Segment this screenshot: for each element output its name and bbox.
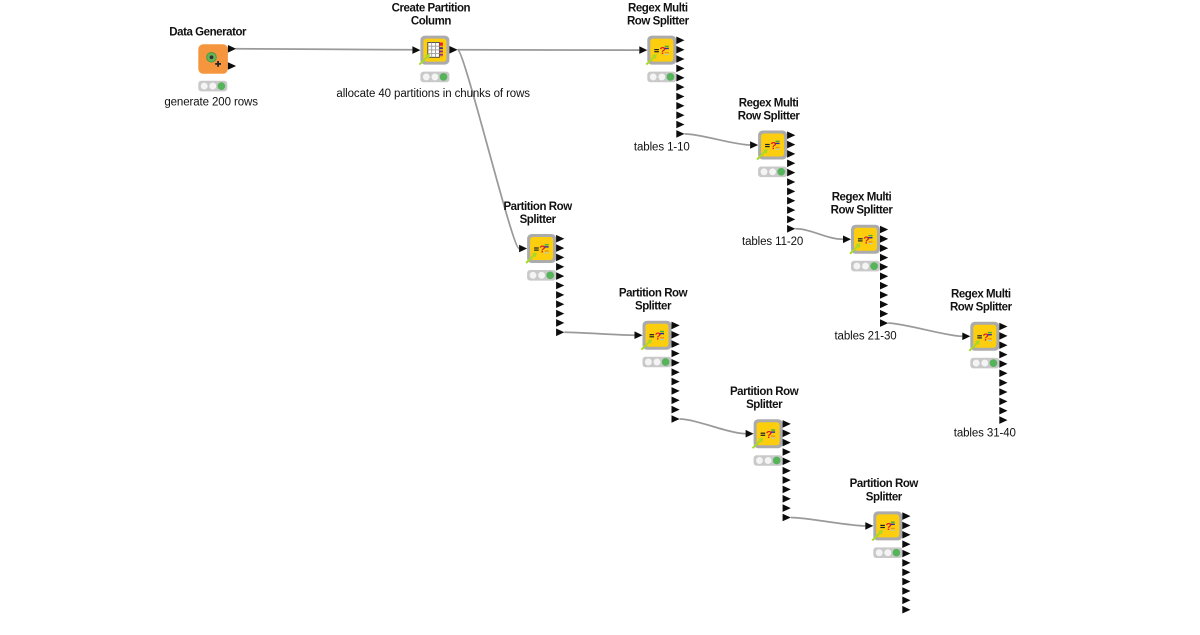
- svg-text:tables 1-10: tables 1-10: [634, 141, 690, 153]
- svg-text:Splitter: Splitter: [746, 399, 783, 411]
- svg-text:Regex Multi: Regex Multi: [951, 289, 1011, 301]
- svg-text:allocate 40 partitions in chun: allocate 40 partitions in chunks of rows: [336, 88, 530, 100]
- svg-text:Partition Row: Partition Row: [850, 478, 919, 490]
- svg-text:Create Partition: Create Partition: [392, 2, 471, 14]
- svg-text:Splitter: Splitter: [635, 301, 672, 313]
- svg-text:Row Splitter: Row Splitter: [627, 16, 690, 28]
- svg-text:Partition Row: Partition Row: [619, 288, 688, 300]
- svg-text:Column: Column: [411, 16, 452, 28]
- svg-text:generate 200 rows: generate 200 rows: [164, 97, 258, 109]
- svg-text:Partition Row: Partition Row: [730, 386, 799, 398]
- svg-text:Row Splitter: Row Splitter: [831, 205, 894, 217]
- svg-text:?: ?: [659, 45, 665, 57]
- svg-text:Regex Multi: Regex Multi: [739, 97, 799, 109]
- svg-text:?: ?: [770, 140, 776, 152]
- svg-text:Data Generator: Data Generator: [169, 26, 247, 38]
- svg-text:Partition Row: Partition Row: [503, 201, 572, 213]
- svg-text:Splitter: Splitter: [520, 214, 557, 226]
- svg-text:?: ?: [539, 244, 545, 256]
- svg-text:?: ?: [982, 331, 988, 343]
- svg-text:Splitter: Splitter: [866, 491, 903, 503]
- svg-text:tables 31-40: tables 31-40: [954, 428, 1016, 440]
- svg-text:?: ?: [766, 429, 772, 441]
- svg-text:Row Splitter: Row Splitter: [950, 302, 1013, 314]
- svg-text:tables 21-30: tables 21-30: [834, 331, 896, 343]
- svg-text:?: ?: [655, 330, 661, 342]
- svg-text:Row Splitter: Row Splitter: [738, 110, 801, 122]
- svg-text:Regex Multi: Regex Multi: [628, 2, 688, 14]
- svg-text:?: ?: [863, 234, 869, 246]
- svg-text:?: ?: [885, 521, 891, 533]
- svg-text:Regex Multi: Regex Multi: [832, 192, 892, 204]
- svg-text:tables 11-20: tables 11-20: [742, 236, 803, 248]
